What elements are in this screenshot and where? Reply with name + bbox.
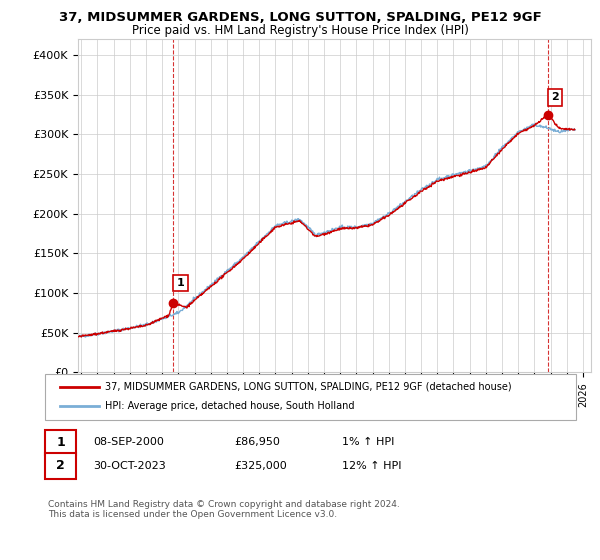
- Text: £325,000: £325,000: [234, 461, 287, 471]
- Text: £86,950: £86,950: [234, 437, 280, 447]
- Text: HPI: Average price, detached house, South Holland: HPI: Average price, detached house, Sout…: [105, 401, 355, 411]
- Text: 12% ↑ HPI: 12% ↑ HPI: [342, 461, 401, 471]
- Text: 1: 1: [176, 278, 184, 288]
- Text: 1: 1: [56, 436, 65, 449]
- Text: Contains HM Land Registry data © Crown copyright and database right 2024.
This d: Contains HM Land Registry data © Crown c…: [48, 500, 400, 519]
- Text: 37, MIDSUMMER GARDENS, LONG SUTTON, SPALDING, PE12 9GF (detached house): 37, MIDSUMMER GARDENS, LONG SUTTON, SPAL…: [105, 382, 512, 392]
- Text: Price paid vs. HM Land Registry's House Price Index (HPI): Price paid vs. HM Land Registry's House …: [131, 24, 469, 36]
- Text: 30-OCT-2023: 30-OCT-2023: [93, 461, 166, 471]
- Text: 2: 2: [551, 92, 559, 102]
- Text: 08-SEP-2000: 08-SEP-2000: [93, 437, 164, 447]
- Text: 37, MIDSUMMER GARDENS, LONG SUTTON, SPALDING, PE12 9GF: 37, MIDSUMMER GARDENS, LONG SUTTON, SPAL…: [59, 11, 541, 24]
- Text: 2: 2: [56, 459, 65, 473]
- Text: 1% ↑ HPI: 1% ↑ HPI: [342, 437, 394, 447]
